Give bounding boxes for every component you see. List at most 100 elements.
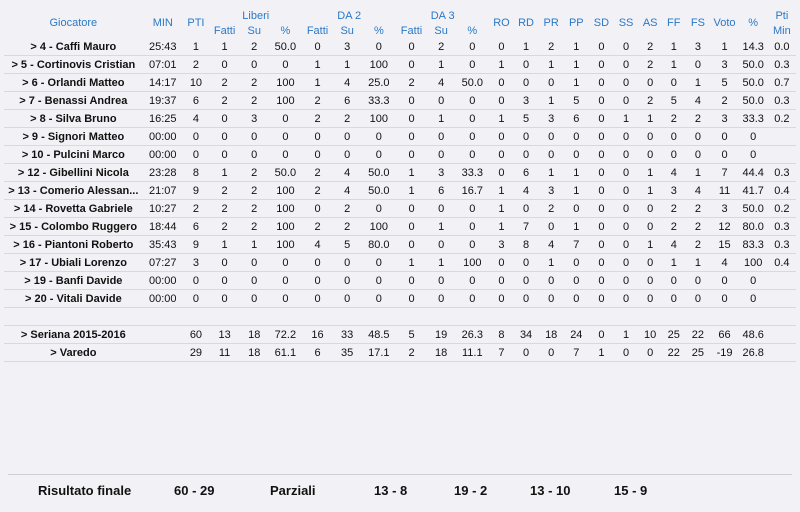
player-row-name[interactable]: > 17 - Ubiali Lorenzo — [19, 256, 127, 269]
col-pct[interactable]: % — [748, 17, 759, 29]
stat-cell: 5 — [523, 112, 530, 125]
stat-cell: 50.0 — [742, 202, 764, 215]
col-rd[interactable]: RD — [518, 17, 534, 29]
player-row[interactable]: > 16 - Piantoni Roberto 35:43 9 1 1 100 4 5 80.0… — [4, 236, 796, 254]
stat-cell: 0.3 — [774, 94, 790, 107]
stat-cell: 7 — [721, 166, 728, 179]
stat-cell: 0 — [469, 274, 476, 287]
player-row[interactable]: > 12 - Gibellini Nicola 23:28 8 1 2 50.0 2 4 50.… — [4, 164, 796, 182]
stat-cell: 2 — [251, 184, 258, 197]
stat-cell: 6 — [192, 220, 199, 233]
player-row[interactable]: > 10 - Pulcini Marco 00:00 0 0 0 0 0 0 0 0 0 0 0 0 0 0 0… — [4, 146, 796, 164]
team-row[interactable]: > Varedo 29 11 18 61.1 6 35 17.1 2 18 11.1 7 0 0 7 1 0 0 2… — [4, 344, 796, 362]
header-row-2: Fatti Su % Fatti Su % Fatti Su % Min — [4, 23, 796, 38]
stat-cell: 1 — [548, 94, 555, 107]
player-row[interactable]: > 7 - Benassi Andrea 19:37 6 2 2 100 2 6 33.3 0 0 0… — [4, 92, 796, 110]
player-row[interactable]: > 5 - Cortinovis Cristian 07:01 2 0 0 0 1 1 100 0… — [4, 56, 796, 74]
stat-cell: 5 — [573, 94, 580, 107]
stat-cell: 0.3 — [774, 220, 790, 233]
player-row[interactable]: > 4 - Caffi Mauro 25:43 1 1 2 50.0 0 3 0 0 2 0 0 1 2 1 0… — [4, 38, 796, 56]
col-liberi-su[interactable]: Su — [247, 24, 261, 37]
player-row-name[interactable]: > 15 - Colombo Ruggero — [9, 220, 138, 233]
col-da2-pct[interactable]: % — [373, 24, 384, 37]
team-row-name[interactable]: > Seriana 2015-2016 — [20, 328, 126, 341]
col-pti-min[interactable]: Pti — [775, 9, 789, 22]
stat-cell: 1 — [670, 256, 677, 269]
col-as[interactable]: AS — [642, 17, 658, 29]
stat-cell: 33 — [341, 328, 354, 341]
col-pp[interactable]: PP — [568, 17, 584, 29]
col-da3-fatti[interactable]: Fatti — [400, 24, 423, 37]
col-da3-pct[interactable]: % — [467, 24, 478, 37]
col-ff[interactable]: FF — [667, 17, 681, 29]
final-result-value: 60 - 29 — [174, 483, 215, 498]
player-row-name[interactable]: > 10 - Pulcini Marco — [21, 148, 125, 161]
col-da2-su[interactable]: Su — [340, 24, 354, 37]
player-row-name[interactable]: > 13 - Comerio Alessan... — [8, 184, 139, 197]
col-ss[interactable]: SS — [618, 17, 634, 29]
col-giocatore[interactable]: Giocatore — [49, 17, 98, 29]
player-row-name[interactable]: > 14 - Rovetta Gabriele — [13, 202, 133, 215]
col-fs[interactable]: FS — [690, 17, 705, 29]
stat-cell: 1 — [573, 40, 580, 53]
player-row[interactable]: > 17 - Ubiali Lorenzo 07:27 3 0 0 0 0 0 0 1 1 100 0 0… — [4, 254, 796, 272]
player-row-name[interactable]: > 5 - Cortinovis Cristian — [11, 58, 136, 71]
col-pti-min-sub[interactable]: Min — [773, 24, 791, 37]
col-liberi-pct[interactable]: % — [280, 24, 291, 37]
stat-cell: 0 — [523, 58, 530, 71]
stat-cell: 0 — [647, 76, 654, 89]
stat-cell: 2 — [221, 220, 228, 233]
col-da2-fatti[interactable]: Fatti — [306, 24, 329, 37]
player-row-name[interactable]: > 12 - Gibellini Nicola — [17, 166, 129, 179]
stat-cell: 0 — [408, 220, 415, 233]
stat-cell: 12 — [718, 220, 731, 233]
player-row[interactable]: > 13 - Comerio Alessan... 21:07 9 2 2 100 2 4 50… — [4, 182, 796, 200]
team-row[interactable]: > Seriana 2015-2016 60 13 18 72.2 16 33 48.5 5 19… — [4, 326, 796, 344]
stat-cell: 0 — [622, 346, 630, 359]
player-row[interactable]: > 15 - Colombo Ruggero 18:44 6 2 2 100 2 2 100 0 1… — [4, 218, 796, 236]
player-row-name[interactable]: > 6 - Orlandi Matteo — [22, 76, 125, 89]
stat-cell: 2 — [670, 220, 677, 233]
player-row[interactable]: > 19 - Banfi Davide 00:00 0 0 0 0 0 0 0 0 0 0 0 0 0 0 0 0… — [4, 272, 796, 290]
stat-cell: 0 — [721, 130, 728, 143]
player-row[interactable]: > 6 - Orlandi Matteo 14:17 10 2 2 100 1 4 25.0 2 4… — [4, 74, 796, 92]
stat-cell: 0 — [598, 256, 605, 269]
stat-cell: 8 — [498, 328, 505, 341]
player-row-name[interactable]: > 4 - Caffi Mauro — [30, 40, 117, 53]
stat-cell: 0 — [721, 274, 728, 287]
col-liberi-fatti[interactable]: Fatti — [213, 24, 236, 37]
player-row[interactable]: > 14 - Rovetta Gabriele 10:27 2 2 2 100 0 2 0 0 0 0… — [4, 200, 796, 218]
team-row-name[interactable]: > Varedo — [50, 346, 97, 359]
stat-cell: 0 — [469, 112, 476, 125]
col-sd[interactable]: SD — [593, 17, 610, 29]
stat-cell: 100 — [276, 184, 295, 197]
stat-cell: 0 — [523, 130, 530, 143]
col-min[interactable]: MIN — [152, 17, 173, 29]
stat-cell: 8 — [523, 238, 530, 251]
col-pr[interactable]: PR — [543, 17, 559, 29]
player-row-name[interactable]: > 7 - Benassi Andrea — [19, 94, 128, 107]
stat-cell: 2 — [721, 94, 728, 107]
stat-cell: 0 — [750, 130, 757, 143]
stat-cell: 0 — [375, 274, 382, 287]
stat-cell: 0 — [469, 238, 476, 251]
stat-cell: 11 — [718, 184, 731, 197]
stat-cell: 1 — [548, 256, 555, 269]
stat-cell: 00:00 — [149, 130, 177, 143]
stat-cell: 0 — [548, 76, 555, 89]
col-ro[interactable]: RO — [493, 17, 510, 29]
player-row-name[interactable]: > 19 - Banfi Davide — [24, 274, 123, 287]
col-pti[interactable]: PTI — [187, 17, 205, 29]
player-row[interactable]: > 8 - Silva Bruno 16:25 4 0 3 0 2 2 100 0 1 0 1 5 3 6 0 1… — [4, 110, 796, 128]
player-row-name[interactable]: > 9 - Signori Matteo — [22, 130, 125, 143]
player-row-name[interactable]: > 8 - Silva Bruno — [30, 112, 117, 125]
col-da3-su[interactable]: Su — [434, 24, 448, 37]
stat-cell: 1 — [438, 220, 445, 233]
stat-cell: 100 — [369, 112, 389, 125]
player-row[interactable]: > 9 - Signori Matteo 00:00 0 0 0 0 0 0 0 0 0 0 0 0 0 0 0… — [4, 128, 796, 146]
stat-cell: 50.0 — [742, 76, 764, 89]
player-row-name[interactable]: > 16 - Piantoni Roberto — [13, 238, 134, 251]
col-voto[interactable]: Voto — [713, 17, 736, 29]
player-row[interactable]: > 20 - Vitali Davide 00:00 0 0 0 0 0 0 0 0 0 0 0 0 0 0 0… — [4, 290, 796, 308]
player-row-name[interactable]: > 20 - Vitali Davide — [24, 292, 122, 305]
